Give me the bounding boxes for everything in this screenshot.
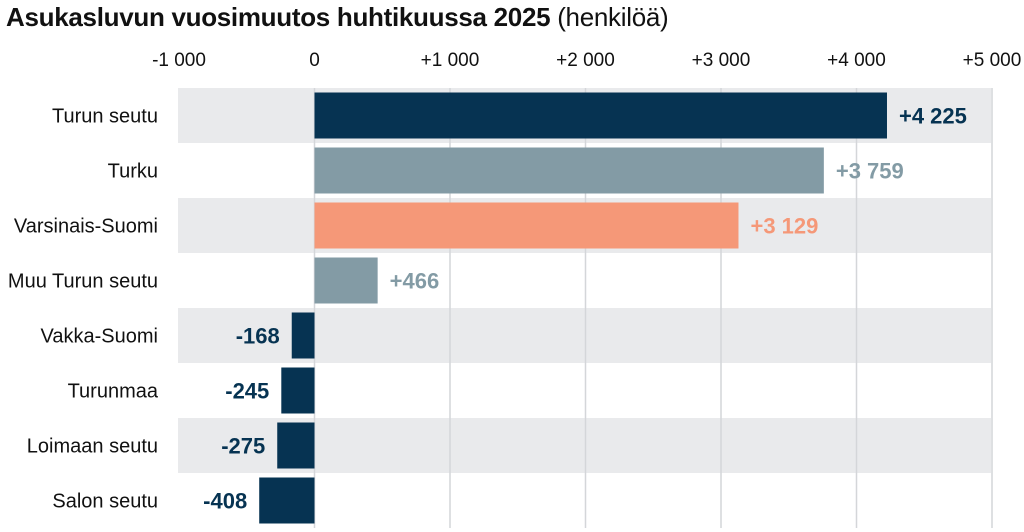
chart-title-unit: (henkilöä)	[557, 2, 669, 32]
x-tick-label: +5 000	[963, 50, 1022, 71]
chart-title: Asukasluvun vuosimuutos huhtikuussa 2025…	[6, 2, 669, 33]
x-tick-label: +2 000	[556, 50, 615, 71]
data-label: +4 225	[899, 104, 967, 129]
data-label: +3 759	[836, 159, 904, 184]
category-label: Turku	[108, 161, 158, 183]
category-label: Turun seutu	[52, 106, 158, 128]
data-label: +3 129	[750, 214, 818, 239]
bar	[277, 422, 315, 469]
bar	[291, 312, 315, 359]
bar	[314, 257, 378, 304]
bar	[314, 92, 887, 139]
bar	[259, 477, 315, 524]
x-tick-label: 0	[309, 50, 320, 71]
category-label: Salon seutu	[52, 491, 158, 513]
category-label: Varsinais-Suomi	[14, 216, 158, 238]
x-tick-label: +4 000	[827, 50, 886, 71]
data-label: -408	[203, 489, 247, 514]
category-label: Loimaan seutu	[27, 436, 158, 458]
data-label: -245	[225, 379, 269, 404]
category-label: Vakka-Suomi	[41, 326, 158, 348]
category-label: Muu Turun seutu	[8, 271, 158, 293]
data-label: -275	[221, 434, 265, 459]
bar	[314, 147, 824, 194]
x-tick-label: +3 000	[692, 50, 751, 71]
x-tick-label: +1 000	[421, 50, 480, 71]
data-label: -168	[236, 324, 280, 349]
category-label: Turunmaa	[68, 381, 159, 403]
bar	[281, 367, 315, 414]
data-label: +466	[390, 269, 440, 294]
x-tick-label: -1 000	[152, 50, 206, 71]
bar	[314, 202, 739, 249]
chart-title-main: Asukasluvun vuosimuutos huhtikuussa 2025	[6, 2, 551, 32]
